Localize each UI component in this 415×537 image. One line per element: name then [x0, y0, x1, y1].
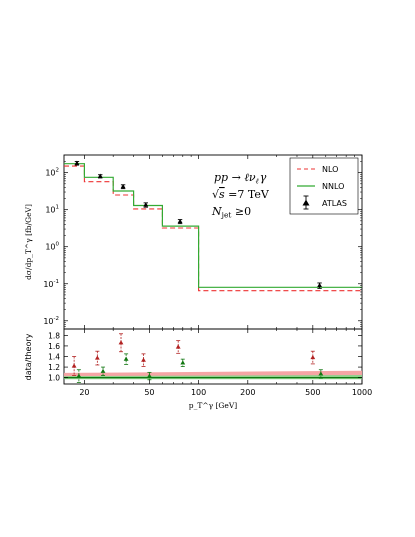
- atlas-point: [143, 202, 149, 208]
- top-y-axis-label: dσ/dp_T^γ [fb/GeV]: [24, 204, 33, 280]
- ratio-nnlo-marker: [147, 373, 152, 378]
- ratio-nlo-marker: [71, 363, 77, 368]
- ratio-nnlo-marker: [76, 373, 82, 378]
- atlas-point: [120, 184, 126, 190]
- ratio-nnlo-marker: [318, 371, 324, 376]
- ratio-nnlo-marker: [180, 360, 186, 365]
- ratio-nlo-point: [94, 350, 100, 366]
- top-series: [64, 163, 362, 292]
- legend-nlo-label: NLO: [322, 165, 338, 174]
- ratio-points: [71, 333, 324, 383]
- ratio-y-tick-label: 1.0: [48, 374, 60, 383]
- atlas-marker: [317, 282, 322, 288]
- nnlo-histogram-line: [64, 163, 362, 288]
- atlas-marker: [177, 218, 183, 224]
- ratio-nnlo-marker: [100, 368, 106, 373]
- x-tick-label: 500: [305, 388, 320, 397]
- ratio-nnlo-point: [147, 371, 152, 381]
- ratio-nlo-point: [310, 350, 316, 365]
- nlo-band: [64, 370, 362, 377]
- ratio-nnlo-point: [180, 358, 186, 367]
- ratio-nlo-marker: [141, 357, 146, 362]
- ratio-y-tick-label: 1.2: [48, 363, 60, 372]
- process-label: pp → ℓνℓγ: [214, 171, 267, 186]
- ratio-nnlo-marker: [123, 356, 129, 361]
- y-tick-label: 101: [45, 205, 59, 215]
- ratio-nnlo-point: [100, 366, 106, 376]
- axes-ticks: 20 50 100 200 500 1000 102 101 100 10-1 10-2 1.8 1.6…: [43, 155, 372, 397]
- ratio-uncertainty-bands: [64, 370, 362, 380]
- ratio-y-tick-label: 1.6: [48, 342, 60, 351]
- atlas-point: [317, 282, 322, 289]
- atlas-marker: [120, 184, 126, 189]
- ratio-nnlo-point: [76, 369, 82, 383]
- ratio-nlo-marker: [118, 340, 124, 345]
- ratio-nnlo-point: [123, 353, 129, 365]
- atlas-point: [177, 218, 183, 225]
- legend-nnlo-label: NNLO: [322, 182, 344, 191]
- legend-atlas-swatch: [302, 195, 310, 210]
- ratio-nlo-point: [71, 356, 77, 376]
- y-tick-label: 102: [45, 168, 59, 178]
- ratio-nlo-point: [141, 353, 146, 367]
- energy-label: √s =7 TeV: [212, 188, 270, 201]
- bottom-y-axis-label: data/theory: [24, 333, 33, 380]
- ratio-nlo-point: [175, 340, 181, 354]
- x-tick-label: 200: [240, 388, 255, 397]
- atlas-marker: [143, 202, 149, 207]
- ratio-nlo-marker: [94, 355, 100, 360]
- atlas-point: [74, 160, 80, 166]
- x-tick-label: 20: [79, 388, 89, 397]
- x-axis-label: p_T^γ [GeV]: [189, 401, 237, 410]
- y-tick-label: 10-2: [43, 316, 59, 326]
- x-tick-label: 1000: [352, 388, 372, 397]
- y-tick-label: 10-1: [43, 279, 59, 289]
- ratio-nlo-marker: [175, 344, 181, 349]
- atlas-marker: [74, 160, 80, 165]
- ratio-y-tick-label: 1.8: [48, 331, 60, 340]
- ratio-nlo-point: [118, 333, 124, 353]
- atlas-marker: [97, 173, 103, 178]
- x-tick-label: 100: [191, 388, 206, 397]
- x-tick-label: 50: [144, 388, 154, 397]
- ratio-nnlo-point: [318, 369, 324, 379]
- ratio-y-tick-label: 1.4: [48, 353, 60, 362]
- ratio-nlo-marker: [310, 354, 316, 360]
- legend: NLO NNLO ATLAS: [289, 157, 359, 215]
- njet-label: Njet ≥0: [211, 205, 251, 220]
- atlas-point: [97, 173, 103, 179]
- y-tick-label: 100: [45, 242, 59, 252]
- atlas-points: [74, 160, 322, 289]
- legend-atlas-label: ATLAS: [322, 199, 347, 208]
